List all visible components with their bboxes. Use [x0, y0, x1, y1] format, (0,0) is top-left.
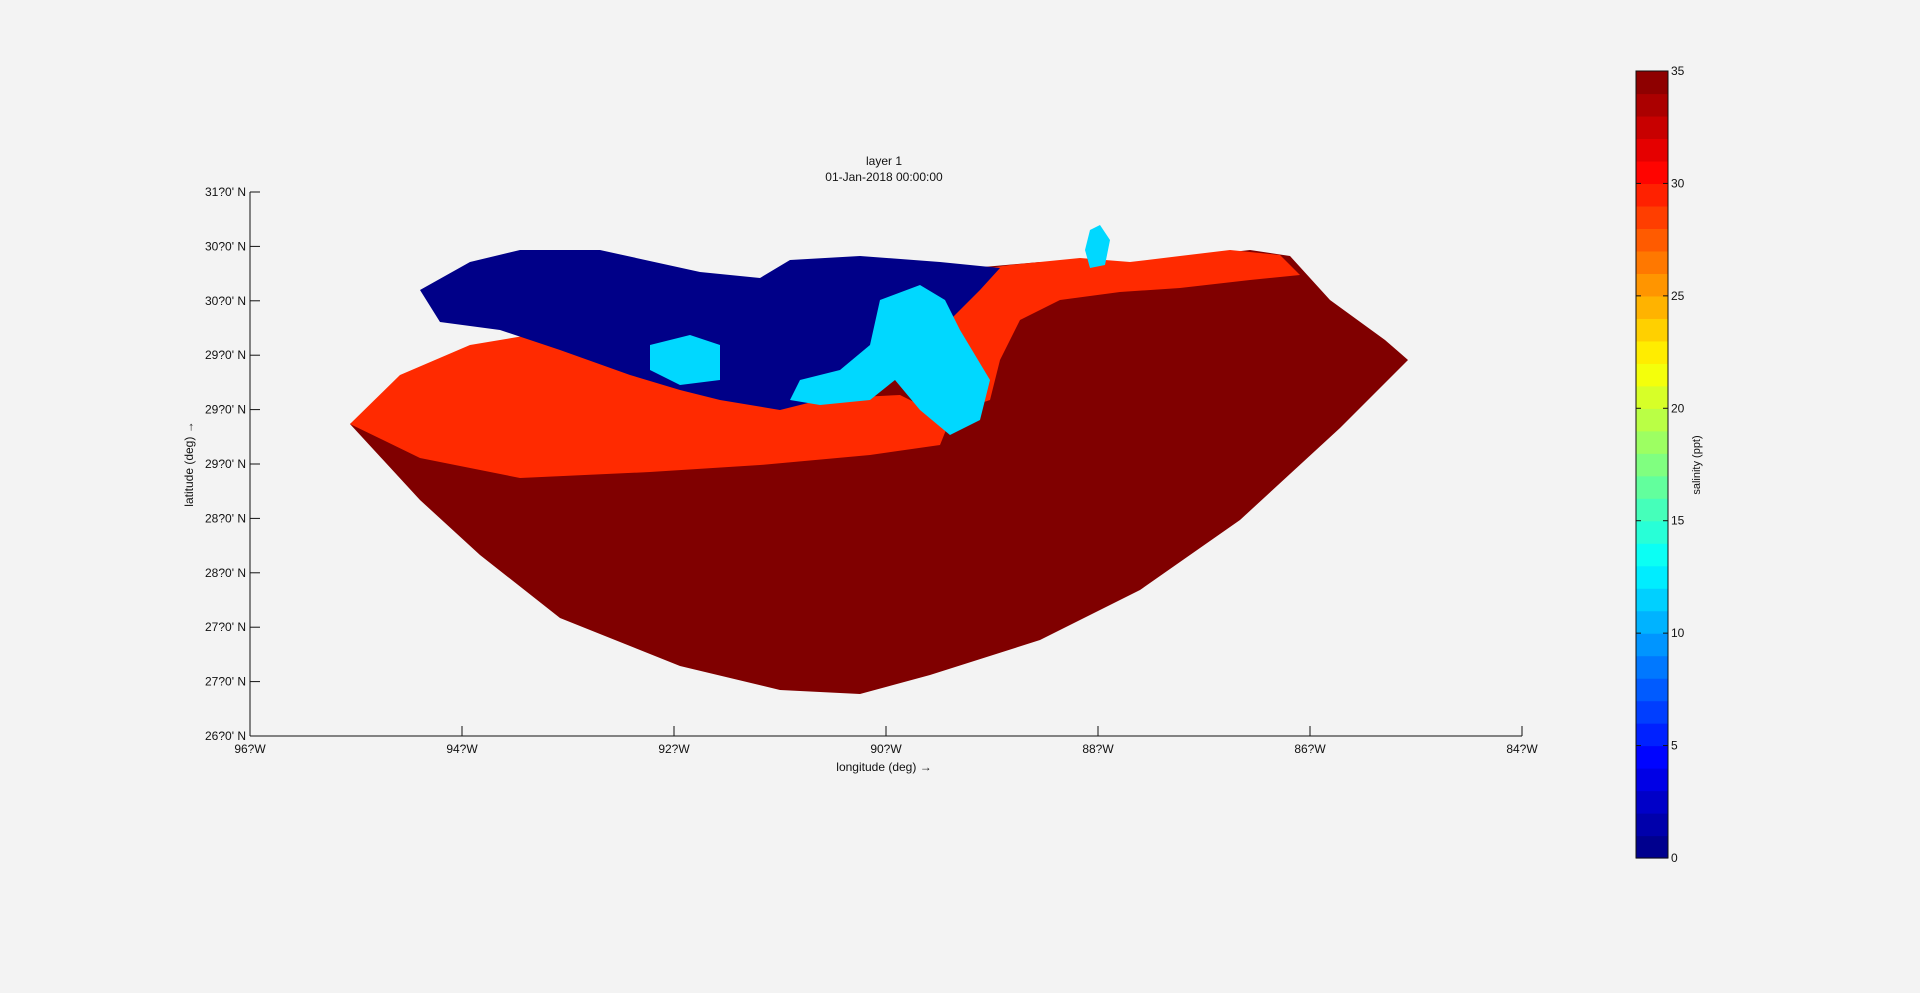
atchafalaya-plume-region — [650, 335, 720, 385]
y-axis-label: latitude (deg) → — [182, 421, 196, 506]
colorbar-step — [1636, 115, 1668, 140]
colorbar-frame — [1635, 70, 1669, 859]
colorbar-step — [1636, 205, 1668, 229]
x-tick-label: 86?W — [1294, 742, 1326, 756]
nearshore-band-west — [350, 330, 950, 478]
colorbar-step — [1636, 250, 1668, 274]
colorbar-step — [1636, 655, 1668, 679]
colorbar-step — [1636, 273, 1668, 297]
colorbar-label: salinity (ppt) — [1691, 435, 1703, 494]
colorbar-step — [1636, 790, 1668, 814]
colorbar-step — [1636, 565, 1668, 589]
colorbar-tick-label: 25 — [1671, 289, 1685, 303]
title-line-2: 01-Jan-2018 00:00:00 — [825, 170, 943, 184]
colorbar-step — [1636, 340, 1668, 364]
colorbar-step — [1636, 498, 1668, 522]
colorbar-step — [1636, 588, 1668, 612]
colorbar-step — [1636, 408, 1668, 432]
colorbar-step — [1636, 295, 1668, 319]
colorbar-step — [1636, 678, 1668, 702]
y-tick-label: 31?0' N — [205, 185, 246, 199]
x-tick-label: 92?W — [658, 742, 690, 756]
colorbar-step — [1636, 318, 1668, 342]
colorbar-step — [1636, 93, 1668, 117]
colorbar-step — [1636, 610, 1668, 634]
y-tick-label: 30?0' N — [205, 294, 246, 308]
title-line-1: layer 1 — [866, 154, 902, 168]
colorbar-step — [1636, 430, 1668, 454]
chart-title: layer 1 01-Jan-2018 00:00:00 — [825, 154, 943, 184]
colorbar-step — [1636, 768, 1668, 792]
colorbar-step — [1636, 520, 1668, 544]
colorbar-tick-label: 10 — [1671, 626, 1685, 640]
x-tick-label: 88?W — [1082, 742, 1114, 756]
nearshore-band-east — [940, 250, 1300, 410]
colorbar-tick-label: 5 — [1671, 739, 1678, 753]
mobile-bay-plume-region — [1085, 225, 1110, 268]
x-tick-label: 96?W — [234, 742, 266, 756]
colorbar-step — [1636, 71, 1668, 95]
colorbar: 0 5 10 15 20 25 30 35 salinity (ppt) — [1635, 64, 1703, 865]
axes: 96?W 94?W 92?W 90?W 88?W 86?W 84?W 26?0' N 27?0… — [205, 185, 1538, 756]
y-tick-label: 29?0' N — [205, 457, 246, 471]
x-tick-label: 94?W — [446, 742, 478, 756]
colorbar-step — [1636, 385, 1668, 409]
colorbar-step — [1636, 363, 1668, 387]
colorbar-step — [1636, 700, 1668, 724]
y-tick-label: 29?0' N — [205, 403, 246, 417]
y-tick-label: 30?0' N — [205, 239, 246, 253]
y-tick-label: 26?0' N — [205, 729, 246, 743]
colorbar-step — [1636, 813, 1668, 837]
colorbar-step — [1636, 745, 1668, 769]
colorbar-gradient — [1636, 71, 1668, 859]
colorbar-step — [1636, 183, 1668, 207]
y-tick-label: 28?0' N — [205, 511, 246, 525]
salinity-field — [350, 225, 1408, 694]
x-axis-ticks: 96?W 94?W 92?W 90?W 88?W 86?W 84?W — [234, 726, 1538, 756]
y-tick-label: 27?0' N — [205, 675, 246, 689]
y-tick-label: 27?0' N — [205, 620, 246, 634]
colorbar-tick-label: 35 — [1671, 64, 1685, 78]
colorbar-step — [1636, 723, 1668, 747]
river-plume-region — [790, 285, 990, 435]
colorbar-step — [1636, 453, 1668, 477]
colorbar-step — [1636, 475, 1668, 499]
y-tick-label: 29?0' N — [205, 348, 246, 362]
colorbar-step — [1636, 835, 1668, 859]
colorbar-step — [1636, 138, 1668, 162]
colorbar-step — [1636, 633, 1668, 657]
x-tick-label: 90?W — [870, 742, 902, 756]
x-axis-label: longitude (deg) → — [836, 760, 931, 774]
colorbar-step — [1636, 160, 1668, 185]
colorbar-tick-label: 20 — [1671, 401, 1685, 415]
y-axis-ticks: 26?0' N 27?0' N 27?0' N 28?0' N 28?0' N 29?0'… — [205, 185, 260, 743]
colorbar-ticks: 0 5 10 15 20 25 30 35 — [1636, 64, 1685, 865]
y-tick-label: 28?0' N — [205, 566, 246, 580]
colorbar-tick-label: 0 — [1671, 851, 1678, 865]
colorbar-tick-label: 15 — [1671, 514, 1685, 528]
colorbar-step — [1636, 228, 1668, 252]
colorbar-step — [1636, 543, 1668, 567]
x-tick-label: 84?W — [1506, 742, 1538, 756]
colorbar-tick-label: 30 — [1671, 176, 1685, 190]
